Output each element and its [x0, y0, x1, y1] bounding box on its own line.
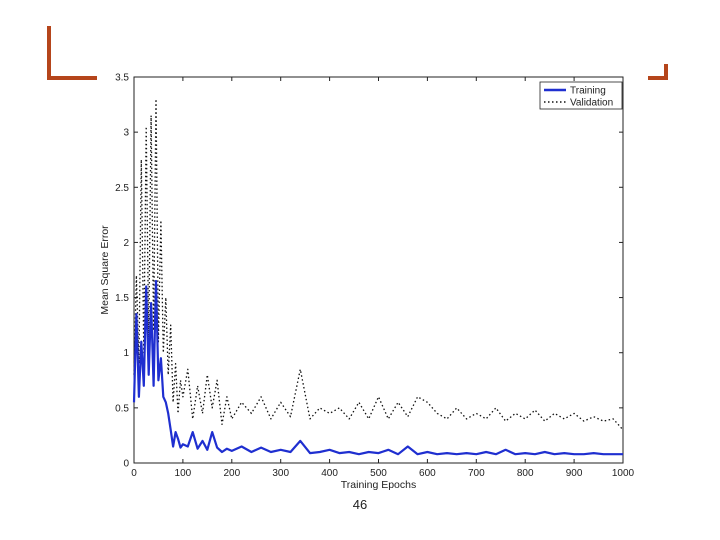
x-tick-label: 700	[468, 468, 485, 479]
corner-bracket-top-right-vertical	[664, 64, 668, 80]
corner-bracket-top-left-horizontal	[47, 76, 97, 80]
x-tick-label: 1000	[612, 468, 635, 479]
legend-label-training: Training	[570, 86, 606, 97]
x-tick-label: 0	[131, 468, 137, 479]
y-tick-label: 0	[123, 459, 129, 470]
legend-label-validation: Validation	[570, 98, 613, 109]
x-tick-label: 100	[175, 468, 192, 479]
x-tick-label: 400	[321, 468, 338, 479]
x-axis-label: Training Epochs	[341, 479, 416, 491]
x-tick-label: 900	[566, 468, 583, 479]
plot-frame	[133, 76, 624, 464]
y-tick-label: 1	[123, 348, 129, 359]
x-tick-label: 300	[272, 468, 289, 479]
corner-bracket-top-left-vertical	[47, 26, 51, 80]
legend-box	[539, 81, 623, 110]
y-tick-label: 3	[123, 128, 129, 139]
y-tick-label: 3.5	[115, 73, 129, 84]
y-tick-label: 1.5	[115, 293, 129, 304]
page-number: 46	[352, 497, 368, 512]
y-tick-label: 0.5	[115, 403, 129, 414]
y-tick-label: 2.5	[115, 183, 129, 194]
y-tick-label: 2	[123, 238, 129, 249]
series-line-training	[132, 279, 623, 456]
x-tick-label: 200	[223, 468, 240, 479]
x-tick-label: 600	[419, 468, 436, 479]
corner-bracket-top-right-horizontal	[648, 76, 668, 80]
x-tick-label: 800	[517, 468, 534, 479]
x-tick-label: 500	[370, 468, 387, 479]
series-line-validation	[133, 98, 624, 431]
y-axis-label: Mean Square Error	[99, 225, 111, 315]
